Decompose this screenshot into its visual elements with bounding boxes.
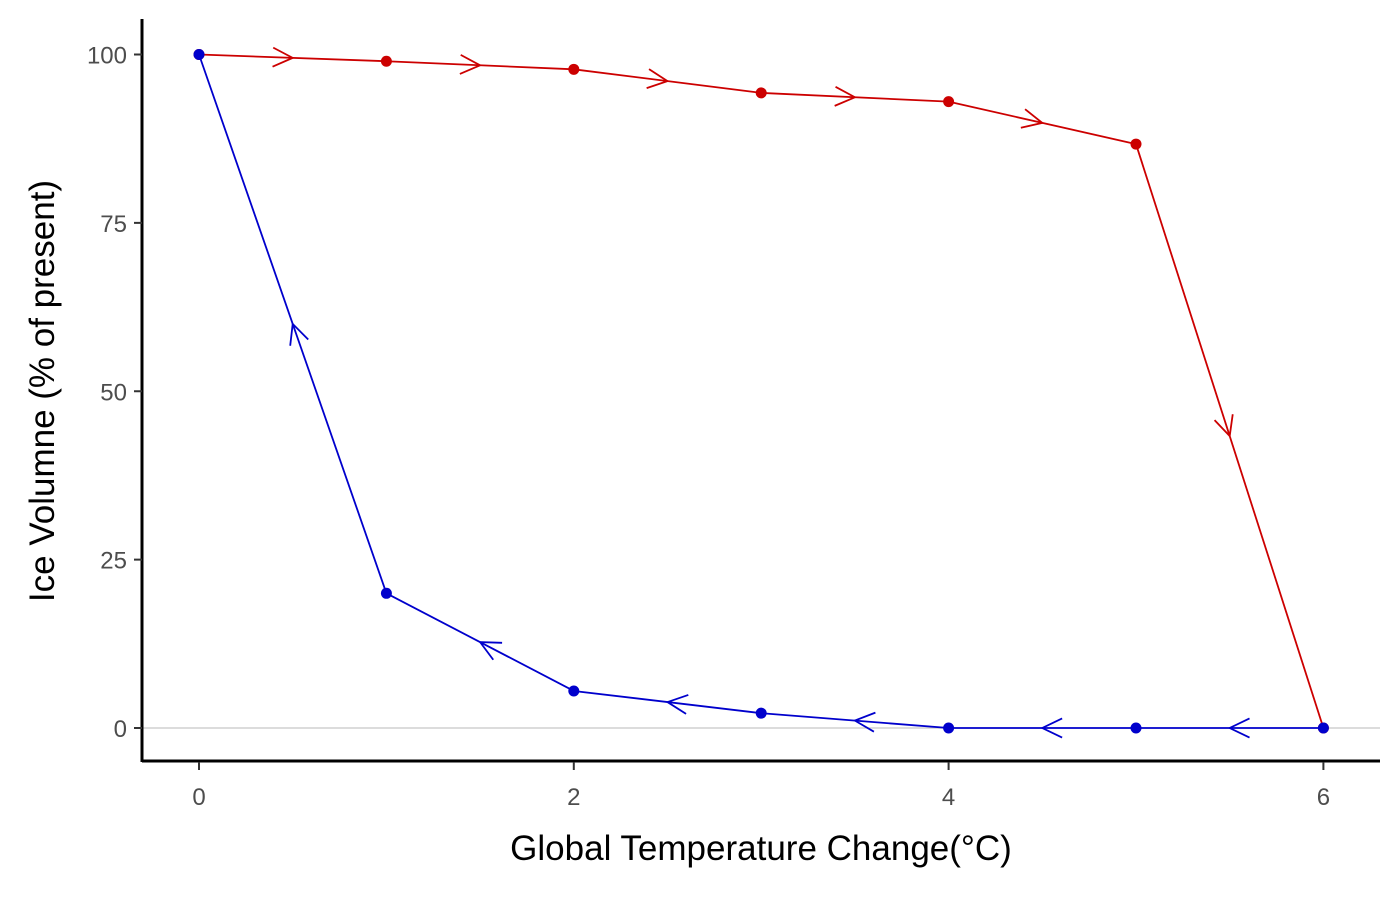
x-tick-label: 0 — [192, 784, 205, 811]
series-arrowhead — [1227, 717, 1250, 739]
y-tick-label: 25 — [100, 548, 127, 575]
data-point — [380, 587, 392, 599]
series-arrowhead — [459, 54, 483, 75]
y-axis-title: Ice Volumne (% of present) — [23, 180, 62, 602]
data-point — [1130, 138, 1142, 150]
y-tick-label: 100 — [87, 43, 127, 70]
data-point — [568, 63, 580, 75]
y-tick-label: 50 — [100, 379, 127, 406]
series-arrowhead — [272, 46, 295, 68]
series-arrowhead — [1040, 717, 1063, 739]
y-tick-label: 0 — [114, 716, 127, 743]
series-forward — [193, 46, 1329, 734]
series-backward — [193, 49, 1329, 739]
data-point — [380, 55, 392, 67]
series-arrowhead — [478, 641, 503, 661]
series-arrowhead — [289, 321, 309, 346]
series-layer — [193, 46, 1329, 739]
data-point — [1317, 722, 1329, 734]
y-tick-label: 75 — [100, 211, 127, 238]
data-point — [755, 707, 767, 719]
x-tick-label: 6 — [1317, 784, 1330, 811]
data-point — [568, 685, 580, 697]
data-point — [943, 722, 955, 734]
series-arrowhead — [1213, 414, 1234, 439]
axes-layer — [140, 19, 1380, 763]
series-arrowhead — [1020, 108, 1045, 129]
x-tick-label: 4 — [942, 784, 955, 811]
data-point — [943, 96, 955, 108]
data-point — [1130, 722, 1142, 734]
data-point — [193, 49, 205, 60]
series-arrowhead — [834, 86, 857, 107]
ticks-layer: 0 2 4 6 0 25 50 75 100 — [87, 43, 1330, 812]
series-arrowhead — [646, 68, 670, 89]
x-tick-label: 2 — [567, 784, 580, 811]
data-point — [755, 87, 767, 99]
series-arrowhead — [852, 711, 876, 733]
series-arrowhead — [665, 694, 689, 715]
x-axis-title: Global Temperature Change(°C) — [510, 829, 1012, 868]
